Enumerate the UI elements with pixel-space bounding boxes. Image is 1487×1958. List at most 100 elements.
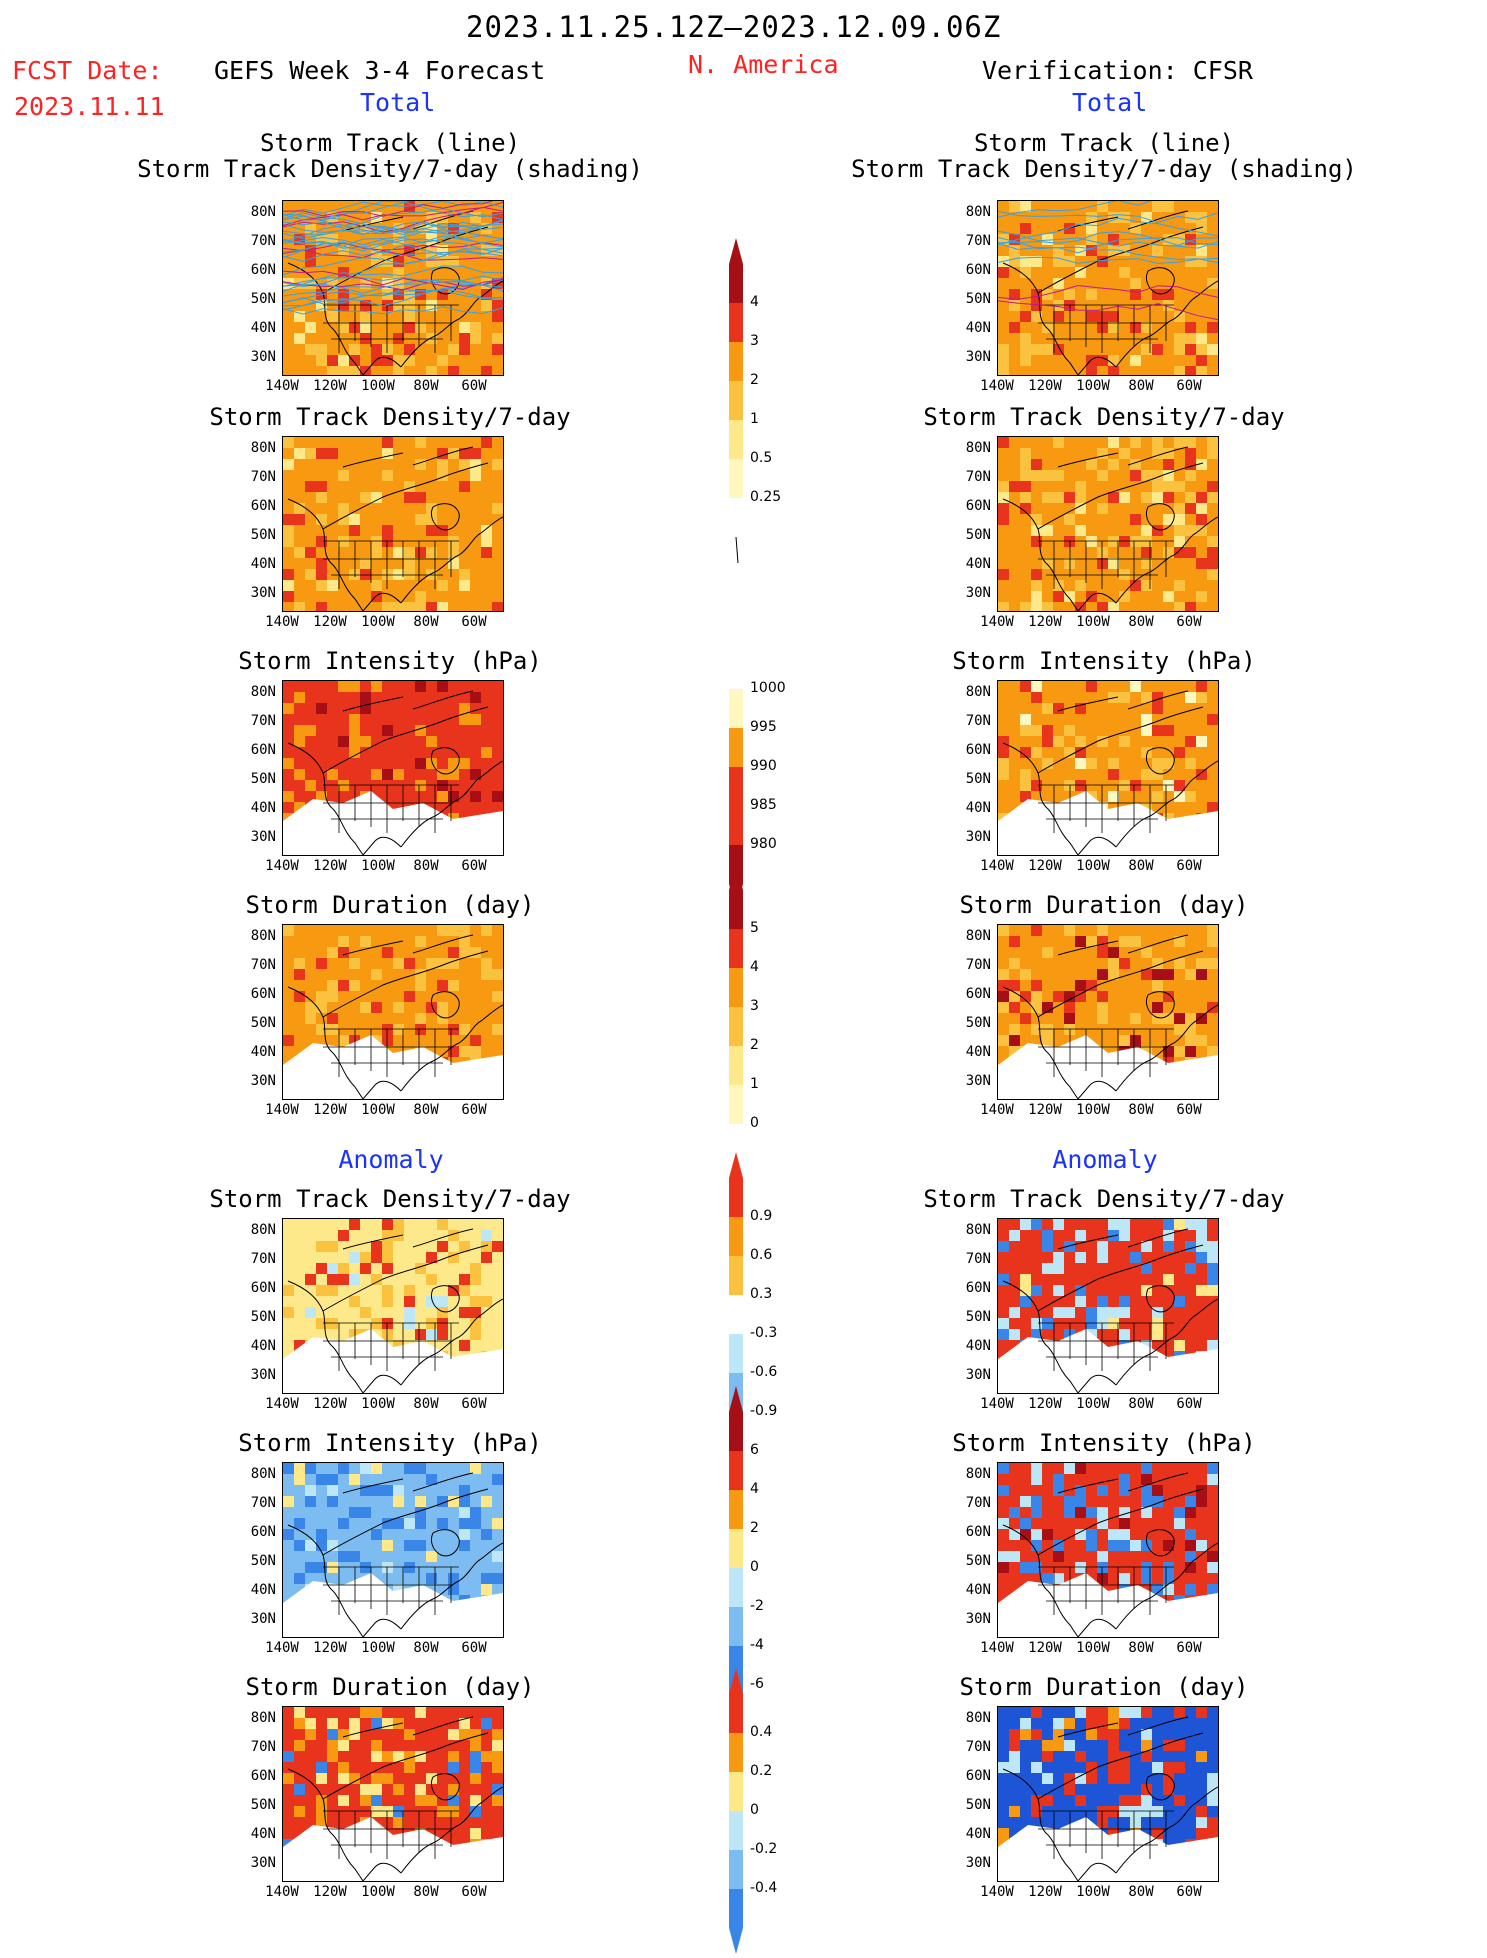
map-shading-cell — [415, 437, 426, 448]
map-shading-cell — [382, 1035, 393, 1046]
colorbar-label: 995 — [750, 719, 777, 735]
map-shading-cell — [437, 525, 448, 536]
storm-track-line — [283, 238, 503, 254]
map-shading-cell — [1174, 1707, 1185, 1718]
colorbar-segment — [729, 1607, 743, 1646]
lat-tick-label: 40N — [965, 1826, 991, 1842]
map-shading-cell — [492, 791, 503, 802]
map-shading-cell — [382, 300, 393, 311]
lon-tick-label: 100W — [361, 1884, 395, 1900]
map-shading-cell — [1119, 1773, 1130, 1784]
lat-tick-label: 50N — [250, 291, 276, 307]
map-shading-cell — [1020, 1285, 1031, 1296]
lon-tick-label: 80W — [413, 1102, 439, 1118]
map-shading-cell — [426, 223, 437, 234]
map-shading-cell — [1053, 1474, 1064, 1485]
colorbar-segment — [729, 650, 743, 689]
map-shading-cell — [1196, 1751, 1207, 1762]
map-shading-cell — [305, 547, 316, 558]
map-shading-cell — [1185, 366, 1196, 375]
lat-tick-label: 70N — [965, 1739, 991, 1755]
map-shading-cell — [1174, 547, 1185, 558]
map-shading-cell — [1097, 1551, 1108, 1562]
lat-tick-label: 60N — [250, 262, 276, 278]
map-shading-cell — [1075, 1496, 1086, 1507]
map-shading-cell — [1207, 1252, 1218, 1263]
map-shading-cell — [448, 223, 459, 234]
map-shading-cell — [1207, 1285, 1218, 1296]
map-shading-cell — [382, 1773, 393, 1784]
map-shading-cell — [1141, 1463, 1152, 1474]
colorbar-label: 0.6 — [750, 1247, 773, 1263]
map-shading-cell — [459, 580, 470, 591]
map-shading-cell — [1009, 289, 1020, 300]
map-shading-cell — [1174, 791, 1185, 802]
lat-tick-label: 80N — [250, 1466, 276, 1482]
map-shading-cell — [283, 758, 294, 769]
map-shading-cell — [283, 1285, 294, 1296]
lon-tick-label: 60W — [461, 1102, 487, 1118]
colorbar-label: 0 — [750, 1559, 759, 1575]
map-shading-cell — [1108, 366, 1119, 375]
map-shading-cell — [1086, 980, 1097, 991]
map-shading-cell — [404, 547, 415, 558]
map-shading-cell — [327, 991, 338, 1002]
map-shading-cell — [448, 547, 459, 558]
map-shading-cell — [349, 1773, 360, 1784]
map-shading-cell — [492, 602, 503, 611]
map-shading-cell — [1075, 503, 1086, 514]
map-shading-cell — [404, 1518, 415, 1529]
map-shading-cell — [1152, 958, 1163, 969]
map-shading-cell — [426, 1002, 437, 1013]
map-shading-cell — [1108, 1762, 1119, 1773]
map-shading-cell — [1031, 1562, 1042, 1573]
map-shading-cell — [1031, 1002, 1042, 1013]
state-boundaries — [323, 784, 459, 833]
map-shading-cell — [1119, 212, 1130, 223]
intensity-anom-map-verification — [997, 1462, 1219, 1638]
map-shading-cell — [404, 355, 415, 366]
map-shading-cell — [448, 1230, 459, 1241]
colorbar-segment — [729, 1772, 743, 1811]
map-shading-cell — [470, 714, 481, 725]
map-shading-cell — [1108, 1806, 1119, 1817]
map-shading-cell — [415, 1463, 426, 1474]
map-shading-cell — [1031, 311, 1042, 322]
map-shading-cell — [1174, 958, 1185, 969]
map-shading-cell — [305, 1562, 316, 1573]
map-shading-cell — [1020, 991, 1031, 1002]
map-shading-cell — [1009, 1806, 1020, 1817]
lon-tick-label: 80W — [413, 1396, 439, 1412]
storm-track-line — [283, 281, 503, 294]
map-shading-cell — [1141, 344, 1152, 355]
map-shading-cell — [338, 355, 349, 366]
coastline — [1002, 690, 1218, 855]
map-shading-cell — [1141, 1046, 1152, 1057]
map-shading-cell — [998, 492, 1009, 503]
map-shading-cell — [338, 289, 349, 300]
map-shading-cell — [1086, 459, 1097, 470]
map-shading-cell — [1020, 747, 1031, 758]
map-shading-cell — [371, 1718, 382, 1729]
duration-anom-title-forecast: Storm Duration (day) — [245, 1673, 535, 1701]
map-shading-cell — [1152, 245, 1163, 256]
map-shading-cell — [1053, 492, 1064, 503]
map-shading-cell — [448, 813, 459, 824]
lat-tick-label: 60N — [965, 986, 991, 1002]
map-shading-cell — [1020, 256, 1031, 267]
storm-track-line — [283, 265, 503, 292]
map-shading-cell — [360, 1562, 371, 1573]
map-shading-cell — [283, 703, 294, 714]
state-boundaries — [1038, 304, 1174, 353]
lon-tick-label: 60W — [1176, 378, 1202, 394]
map-shading-cell — [1020, 602, 1031, 611]
map-shading-cell — [1141, 1795, 1152, 1806]
colorbar-arrow-top — [729, 1152, 743, 1178]
map-shading-cell — [437, 1329, 448, 1340]
map-shading-cell — [382, 1230, 393, 1241]
map-shading-cell — [404, 201, 415, 212]
map-shading-cell — [1064, 747, 1075, 758]
map-shading-cell — [338, 1795, 349, 1806]
map-shading-cell — [1097, 322, 1108, 333]
map-shading-cell — [459, 1496, 470, 1507]
